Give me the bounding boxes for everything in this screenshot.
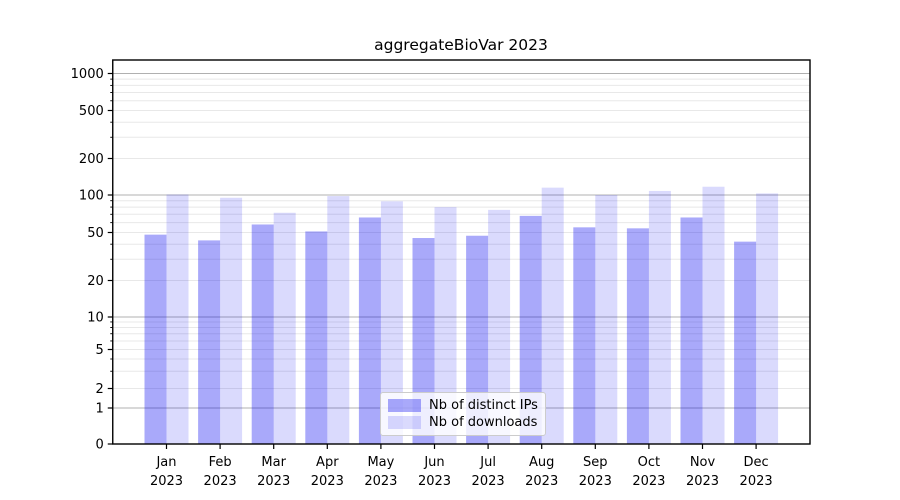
legend-swatch-distinct-ips <box>388 398 421 412</box>
chart-title: aggregateBioVar 2023 <box>374 36 548 54</box>
bar-distinct-ips-oct <box>626 228 649 444</box>
x-tick-label-month: Jul <box>479 455 496 470</box>
bar-downloads-mar <box>273 212 296 444</box>
legend-label-downloads: Nb of downloads <box>429 415 538 431</box>
x-tick-label-year: 2023 <box>150 474 183 489</box>
x-tick-label-year: 2023 <box>257 474 290 489</box>
bar-downloads-aug <box>541 187 564 444</box>
x-tick-label-year: 2023 <box>364 474 397 489</box>
bar-downloads-apr <box>327 196 350 444</box>
y-tick-label: 10 <box>87 311 104 326</box>
y-tick-label: 1000 <box>71 67 104 82</box>
x-tick-label-month: Sep <box>583 455 608 470</box>
x-tick-label-month: Oct <box>638 455 660 470</box>
y-tick-label: 100 <box>79 189 104 204</box>
x-tick-label-month: Jan <box>155 455 176 470</box>
legend-label-distinct-ips: Nb of distinct IPs <box>429 397 538 413</box>
x-tick-label-month: Dec <box>744 455 769 470</box>
y-tick-label: 200 <box>79 152 104 167</box>
plot-border <box>112 59 811 445</box>
y-tick-label: 5 <box>95 343 103 358</box>
legend: Nb of distinct IPs Nb of downloads <box>380 392 546 436</box>
x-tick-label-year: 2023 <box>311 474 344 489</box>
bar-downloads-nov <box>702 186 725 445</box>
bar-distinct-ips-jul <box>466 235 489 444</box>
bar-downloads-jan <box>166 194 189 444</box>
y-tick-label: 20 <box>87 274 104 289</box>
x-tick-label-month: Mar <box>261 455 286 470</box>
x-tick-label-year: 2023 <box>740 474 773 489</box>
bar-downloads-may <box>380 201 403 444</box>
x-tick-label-month: Apr <box>316 455 339 470</box>
x-tick-label-year: 2023 <box>525 474 558 489</box>
bar-distinct-ips-feb <box>198 240 221 444</box>
y-tick-label: 0 <box>95 438 103 453</box>
bar-distinct-ips-dec <box>734 241 757 444</box>
bar-downloads-sep <box>595 195 618 444</box>
y-tick-label: 1 <box>95 402 103 417</box>
x-tick-label-year: 2023 <box>418 474 451 489</box>
bar-distinct-ips-may <box>358 217 381 444</box>
x-tick-label-year: 2023 <box>472 474 505 489</box>
x-tick-label-month: Jun <box>423 455 444 470</box>
bar-distinct-ips-jan <box>144 234 167 444</box>
x-tick-label-month: Aug <box>529 455 554 470</box>
x-tick-label-year: 2023 <box>632 474 665 489</box>
x-tick-label-month: Nov <box>690 455 716 470</box>
bar-downloads-oct <box>648 190 671 444</box>
legend-item-downloads: Nb of downloads <box>388 414 538 431</box>
bar-downloads-feb <box>220 197 243 444</box>
y-tick-label: 50 <box>87 226 104 241</box>
bar-distinct-ips-mar <box>251 224 274 444</box>
legend-swatch-downloads <box>388 416 421 430</box>
bar-downloads-dec <box>756 193 779 444</box>
x-tick-label-year: 2023 <box>204 474 237 489</box>
bar-distinct-ips-aug <box>519 215 542 444</box>
bar-distinct-ips-sep <box>573 227 596 444</box>
bar-downloads-jul <box>488 209 511 444</box>
x-tick-label-year: 2023 <box>579 474 612 489</box>
y-tick-label: 500 <box>79 104 104 119</box>
legend-item-distinct-ips: Nb of distinct IPs <box>388 397 538 414</box>
x-tick-label-month: May <box>367 455 394 470</box>
bar-distinct-ips-apr <box>305 231 328 444</box>
bar-distinct-ips-nov <box>680 217 703 444</box>
x-tick-label-year: 2023 <box>686 474 719 489</box>
bar-downloads-jun <box>434 207 457 444</box>
x-tick-label-month: Feb <box>209 455 232 470</box>
y-tick-label: 2 <box>95 382 103 397</box>
